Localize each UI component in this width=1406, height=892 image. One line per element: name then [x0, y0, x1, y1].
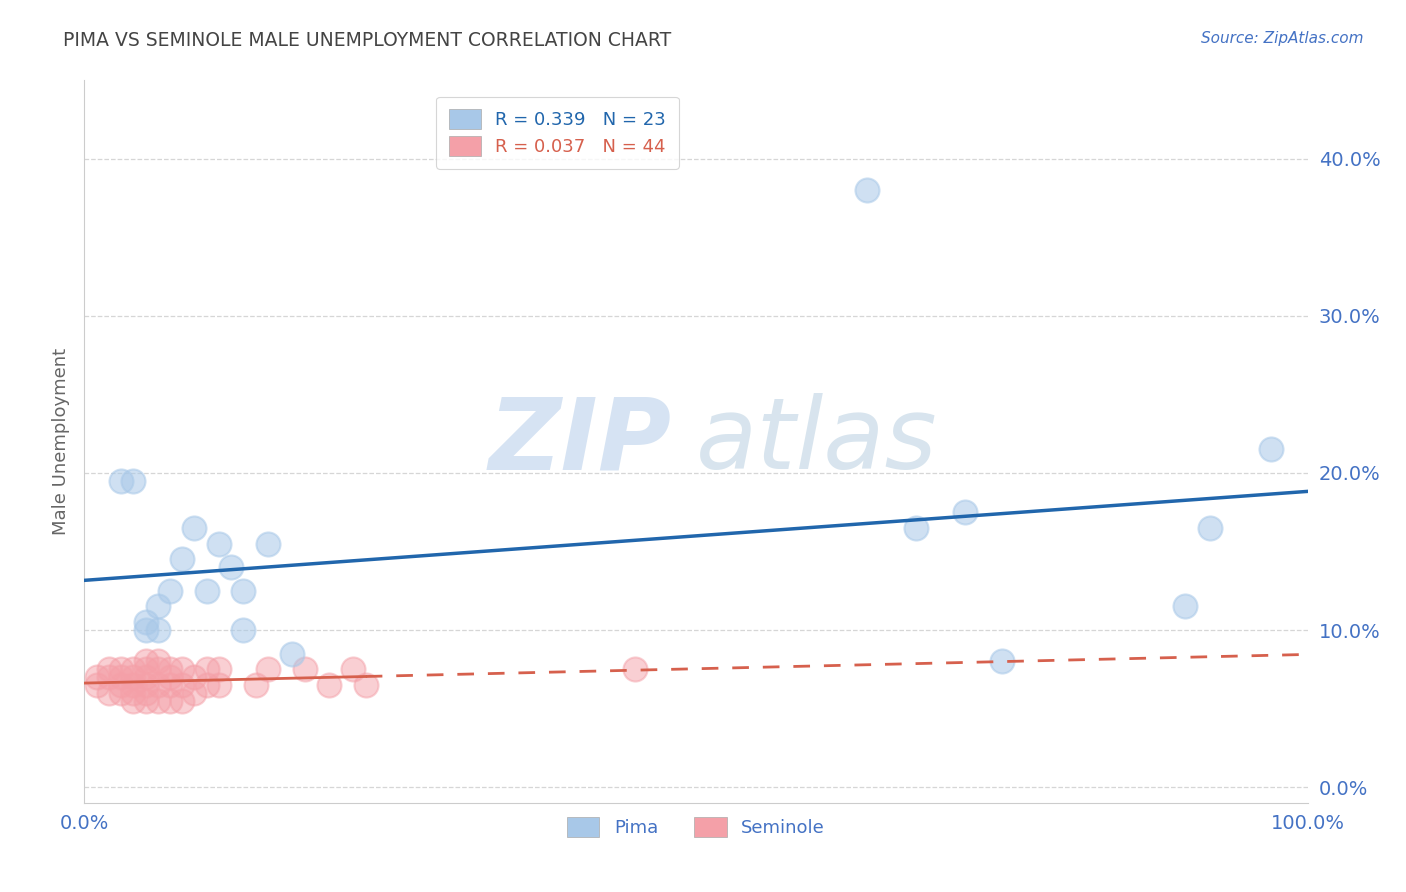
Point — [232, 623, 254, 637]
Point — [183, 670, 205, 684]
Point — [208, 678, 231, 692]
Point — [172, 678, 194, 692]
Point — [257, 536, 280, 550]
Point — [342, 662, 364, 676]
Point — [159, 678, 181, 692]
Point — [245, 678, 267, 692]
Point — [135, 670, 157, 684]
Point — [146, 599, 169, 614]
Point — [856, 183, 879, 197]
Point — [991, 655, 1014, 669]
Point — [146, 623, 169, 637]
Point — [1174, 599, 1197, 614]
Point — [135, 694, 157, 708]
Point — [146, 662, 169, 676]
Point — [172, 552, 194, 566]
Text: Source: ZipAtlas.com: Source: ZipAtlas.com — [1201, 31, 1364, 46]
Point — [110, 686, 132, 700]
Point — [135, 678, 157, 692]
Point — [172, 694, 194, 708]
Point — [219, 560, 242, 574]
Point — [122, 474, 145, 488]
Point — [122, 662, 145, 676]
Point — [208, 662, 231, 676]
Point — [208, 536, 231, 550]
Point — [354, 678, 377, 692]
Point — [110, 670, 132, 684]
Text: ZIP: ZIP — [488, 393, 672, 490]
Point — [135, 662, 157, 676]
Point — [159, 662, 181, 676]
Point — [953, 505, 976, 519]
Point — [624, 662, 647, 676]
Point — [232, 583, 254, 598]
Point — [86, 678, 108, 692]
Point — [195, 678, 218, 692]
Point — [146, 655, 169, 669]
Point — [905, 521, 928, 535]
Text: atlas: atlas — [696, 393, 938, 490]
Text: PIMA VS SEMINOLE MALE UNEMPLOYMENT CORRELATION CHART: PIMA VS SEMINOLE MALE UNEMPLOYMENT CORRE… — [63, 31, 672, 50]
Point — [135, 623, 157, 637]
Point — [146, 694, 169, 708]
Point — [257, 662, 280, 676]
Point — [97, 662, 120, 676]
Point — [318, 678, 340, 692]
Point — [135, 615, 157, 630]
Point — [110, 474, 132, 488]
Point — [281, 647, 304, 661]
Point — [122, 670, 145, 684]
Point — [97, 670, 120, 684]
Point — [135, 655, 157, 669]
Point — [159, 670, 181, 684]
Point — [195, 583, 218, 598]
Point — [195, 662, 218, 676]
Point — [110, 678, 132, 692]
Point — [122, 694, 145, 708]
Y-axis label: Male Unemployment: Male Unemployment — [52, 348, 70, 535]
Point — [159, 583, 181, 598]
Legend: Pima, Seminole: Pima, Seminole — [560, 810, 832, 845]
Point — [159, 694, 181, 708]
Point — [135, 686, 157, 700]
Point — [110, 662, 132, 676]
Point — [97, 686, 120, 700]
Point — [86, 670, 108, 684]
Point — [122, 678, 145, 692]
Point — [1260, 442, 1282, 457]
Point — [122, 686, 145, 700]
Point — [172, 662, 194, 676]
Point — [183, 521, 205, 535]
Point — [183, 686, 205, 700]
Point — [146, 678, 169, 692]
Point — [1198, 521, 1220, 535]
Point — [294, 662, 316, 676]
